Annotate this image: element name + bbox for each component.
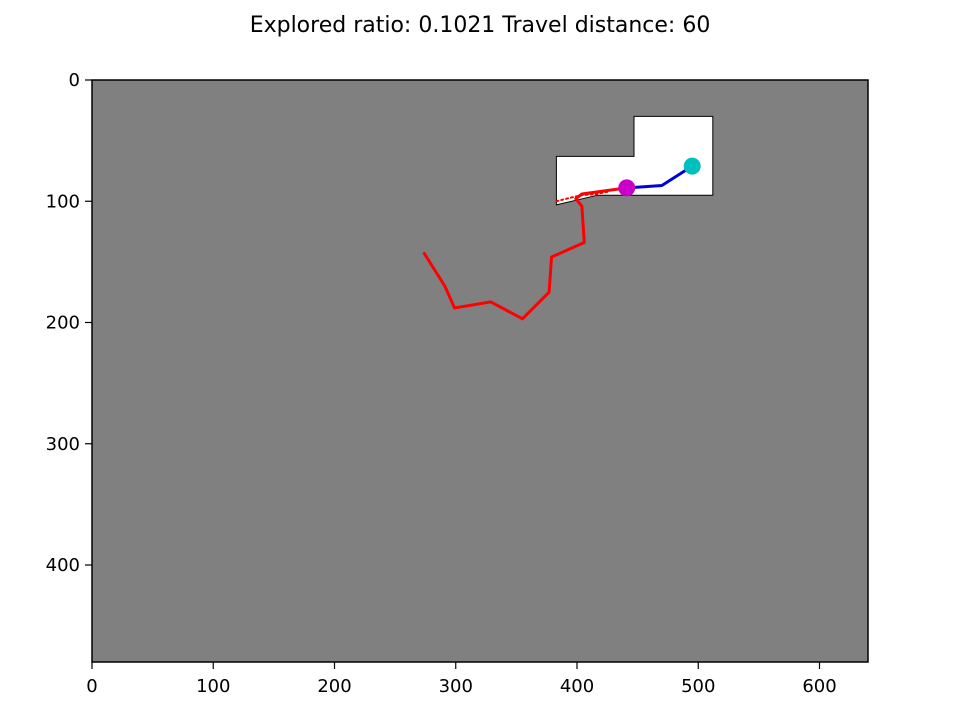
y-tick-label: 400 <box>46 555 80 576</box>
y-tick-label: 300 <box>46 434 80 455</box>
chart-title: Explored ratio: 0.1021 Travel distance: … <box>250 13 711 38</box>
goal-marker <box>683 157 701 175</box>
current-position-marker <box>618 179 636 197</box>
x-tick-label: 0 <box>86 676 97 697</box>
x-tick-label: 300 <box>439 676 473 697</box>
y-axis: 0 100 200 300 400 <box>46 70 92 576</box>
planned-path-line <box>625 164 694 190</box>
frontier-line <box>555 190 610 203</box>
axes-frame <box>91 79 869 663</box>
y-tick-label: 0 <box>69 70 80 91</box>
x-tick-label: 100 <box>196 676 230 697</box>
x-tick-label: 500 <box>681 676 715 697</box>
x-tick-label: 200 <box>317 676 351 697</box>
trajectory-line <box>422 186 629 321</box>
plot-area <box>422 115 714 321</box>
x-tick-label: 600 <box>802 676 836 697</box>
map-background <box>92 80 868 662</box>
y-tick-label: 200 <box>46 313 80 334</box>
x-axis: 0 100 200 300 400 500 600 <box>86 662 837 697</box>
y-tick-label: 100 <box>46 191 80 212</box>
x-tick-label: 400 <box>560 676 594 697</box>
explored-region <box>555 115 714 206</box>
